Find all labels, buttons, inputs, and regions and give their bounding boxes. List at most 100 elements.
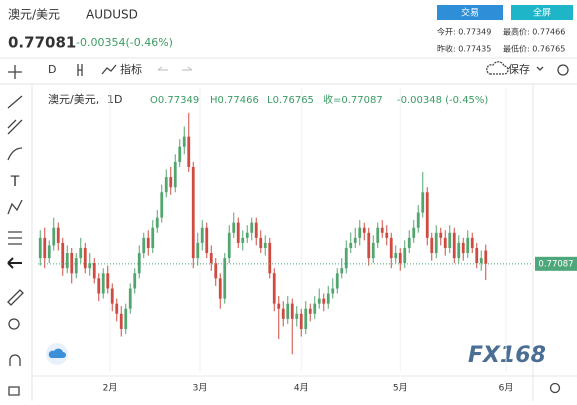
fullscreen-label[interactable]: 全屏 [533,7,551,19]
candle-body [97,278,101,294]
candle-body [254,222,258,238]
trade-button[interactable] [437,5,503,20]
candle-body [65,253,69,269]
candle-body [205,227,209,254]
prediction-tool[interactable] [8,231,22,245]
symbol-code: AUDUSD [86,8,138,22]
candle-body [61,242,65,269]
candle-body [281,308,285,319]
interval[interactable]: D [48,63,56,76]
cloud-badge-icon[interactable] [48,348,66,358]
legend-low: L0.76765 [267,95,314,106]
magnet-tool[interactable] [9,354,21,366]
legend-interval: 1D [107,93,122,106]
x-tick-label: 2月 [103,383,118,394]
candle-body [322,298,326,304]
candle-body [421,192,425,213]
stat: 今开: 0.77349 [437,27,491,37]
candle-body [38,237,42,259]
candle-body [259,237,263,248]
candle-body [160,192,164,218]
candle-body [380,227,384,233]
candle-body [466,237,470,254]
candle-body [52,227,56,246]
candle-body [232,222,236,233]
indicator-icon[interactable] [101,64,117,75]
save[interactable]: 保存 [508,62,530,76]
trade-label[interactable]: 交易 [461,7,479,19]
candle-body [227,232,231,259]
candle-body [128,288,132,309]
compare-icon[interactable] [77,64,83,76]
legend-close: 收=0.77087 [323,93,383,106]
candle-body [398,253,402,264]
candle-body [83,247,87,269]
brush-tool[interactable] [7,147,23,161]
candle-body [299,313,303,329]
candle-body [263,242,267,248]
candle-body [358,227,362,238]
candle-body [218,278,222,299]
candle-body [443,237,447,248]
candle-body [457,242,461,259]
candle-body [376,227,380,243]
x-tick-label: 6月 [499,383,514,394]
candle-body [448,232,452,248]
fib-tool[interactable] [7,119,23,135]
candle-body [214,263,218,279]
plot [38,88,507,372]
candle-body [434,232,438,254]
fullscreen-button[interactable] [511,5,573,20]
watermark: FX168 [468,343,546,368]
undo-redo[interactable] [157,66,193,71]
candle-body [245,232,249,238]
dropdown[interactable] [536,66,544,71]
lock-tool[interactable] [8,386,20,396]
candle-body [353,237,357,243]
legend-high: H0.77466 [210,95,259,106]
candle-body [178,146,182,162]
stat: 最高价: 0.77466 [503,27,565,37]
price: 0.77081 [8,34,76,52]
candle-body [272,273,276,304]
candle-body [331,288,335,294]
candle-body [74,258,78,274]
candle-body [137,253,141,274]
candle-body [223,258,227,299]
candle-body [335,273,339,289]
zoom-tool[interactable] [8,318,20,330]
candle-body [146,237,150,248]
pattern-tool[interactable] [7,199,23,215]
stat: 最低价: 0.76765 [503,44,565,54]
candle-body [133,273,137,289]
candle-body [349,242,353,248]
symbol-name: 澳元/美元 [8,8,60,22]
text-tool[interactable]: T [10,174,20,190]
candle-body [479,258,483,264]
candle-body [70,253,74,274]
candle-body [470,237,474,248]
candle-body [182,136,186,147]
candle-body [241,237,245,243]
candle-body [407,237,411,248]
candle-body [475,247,479,264]
axis-settings[interactable] [549,382,561,394]
candle-body [452,232,456,259]
crosshair-icon[interactable] [8,65,22,79]
trend-line-tool[interactable] [7,95,23,109]
legend-change: -0.00348 (-0.45%) [397,95,488,106]
candle-body [169,177,173,188]
candle-body [461,242,465,254]
candle-body [115,303,119,314]
cloud-icon[interactable] [486,61,509,75]
back-tool[interactable] [7,257,22,269]
candle-body [101,273,105,294]
indicators[interactable]: 指标 [120,62,142,76]
left-toolbar: T [7,95,24,396]
ruler-tool[interactable] [7,289,24,306]
candle-body [250,222,254,233]
settings-icon[interactable] [557,64,569,76]
candle-body [88,263,92,269]
last-price-box [535,256,577,271]
